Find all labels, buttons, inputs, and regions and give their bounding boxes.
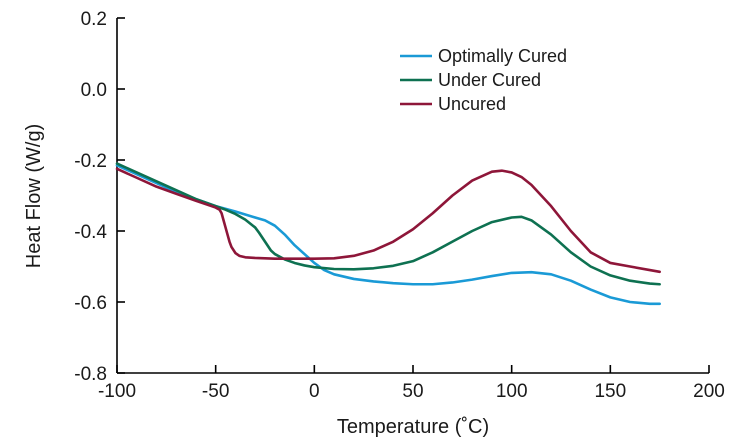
y-tick-label: 0.2 [81,9,107,30]
x-tick-label: 150 [594,381,626,402]
y-tick-label: -0.6 [74,293,107,314]
legend: Optimally Cured Under Cured Uncured [400,46,567,114]
y-axis-title: Heat Flow (W/g) [23,124,45,268]
x-axis-ticks: -100 -50 0 50 100 150 200 [98,365,725,402]
x-axis-title: Temperature (˚C) [337,416,489,438]
series-lines [115,162,661,306]
legend-label-uncured: Uncured [438,94,506,114]
series-line-uncured [115,167,661,274]
y-tick-label: -0.4 [74,222,107,243]
legend-label-optimally-cured: Optimally Cured [438,46,567,66]
series-line-optimally-cured [115,164,661,306]
y-tick-label: 0.0 [81,80,107,101]
plot-area: -100 -50 0 50 100 150 200 -0.8 -0.6 -0.4 -0.2 0.0 0… [74,9,725,402]
x-tick-label: 50 [402,381,423,402]
series-line-under-cured [115,162,661,286]
x-tick-label: 200 [693,381,725,402]
x-tick-label: 100 [496,381,528,402]
x-tick-label: -100 [98,381,136,402]
y-axis-ticks: -0.8 -0.6 -0.4 -0.2 0.0 0.2 [74,9,125,385]
y-tick-label: -0.2 [74,151,107,172]
x-tick-label: -50 [202,381,229,402]
y-tick-label: -0.8 [74,364,107,385]
legend-label-under-cured: Under Cured [438,70,541,90]
x-tick-label: 0 [309,381,320,402]
